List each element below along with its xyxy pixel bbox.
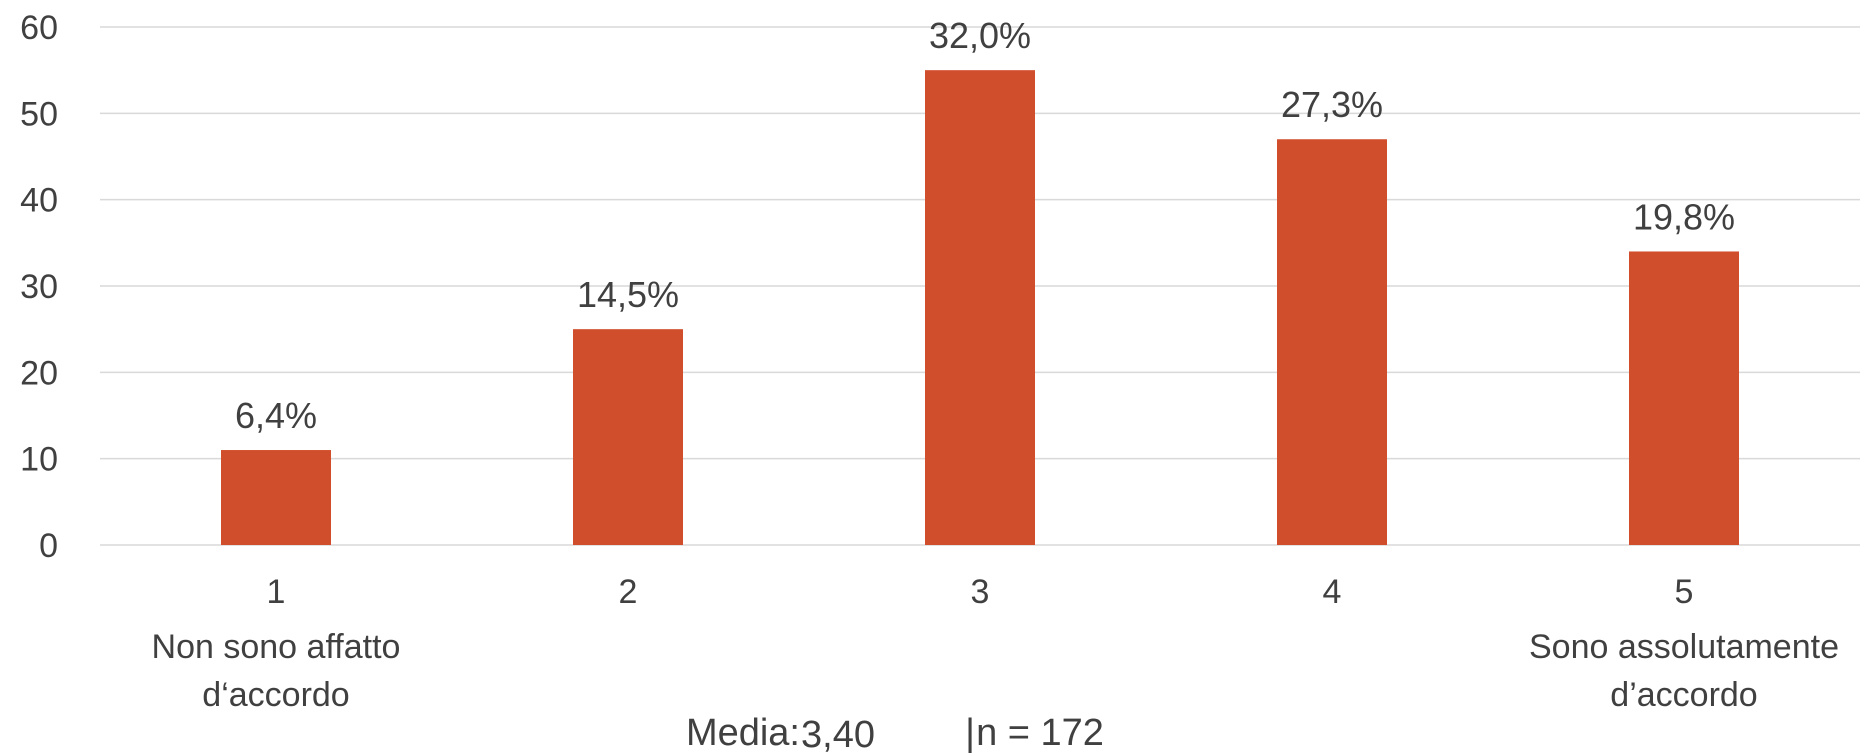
bar-2 — [573, 329, 683, 545]
bar-3 — [925, 70, 1035, 546]
y-tick-label: 50 — [20, 95, 58, 133]
chart-footer: Media: 3,40 | n = 172 — [686, 712, 1104, 755]
bar-4 — [1277, 139, 1387, 545]
y-tick-label: 10 — [20, 441, 58, 479]
bar-5 — [1629, 251, 1739, 545]
y-tick-label: 40 — [20, 182, 58, 220]
sample-size: n = 172 — [976, 712, 1104, 754]
y-tick-label: 30 — [20, 268, 58, 306]
x-category-description: d‘accordo — [202, 676, 349, 714]
y-tick-label: 60 — [20, 9, 58, 47]
footer-separator: | — [965, 712, 975, 754]
bar-1 — [221, 450, 331, 545]
data-label-3: 32,0% — [929, 15, 1031, 56]
x-category-description: d’accordo — [1610, 676, 1757, 714]
media-value: 3,40 — [801, 714, 875, 755]
x-tick-label: 3 — [971, 573, 990, 611]
x-category-description: Non sono affatto — [152, 628, 401, 666]
data-label-4: 27,3% — [1281, 84, 1383, 125]
bars — [221, 70, 1739, 546]
data-label-5: 19,8% — [1633, 196, 1735, 237]
data-label-1: 6,4% — [235, 395, 317, 436]
data-labels: 6,4% 14,5% 32,0% 27,3% 19,8% — [235, 15, 1735, 436]
y-axis: 0 10 20 30 40 50 60 — [20, 9, 58, 565]
y-tick-label: 0 — [39, 527, 58, 565]
x-tick-label: 2 — [619, 573, 638, 611]
x-tick-label: 1 — [267, 573, 286, 611]
media-label: Media: — [686, 712, 800, 754]
x-category-description: Sono assolutamente — [1529, 628, 1839, 666]
data-label-2: 14,5% — [577, 274, 679, 315]
x-axis: 1 Non sono affatto d‘accordo 2 3 4 5 Sono assol… — [152, 573, 1839, 714]
x-tick-label: 4 — [1323, 573, 1342, 611]
x-tick-label: 5 — [1675, 573, 1694, 611]
y-tick-label: 20 — [20, 354, 58, 392]
